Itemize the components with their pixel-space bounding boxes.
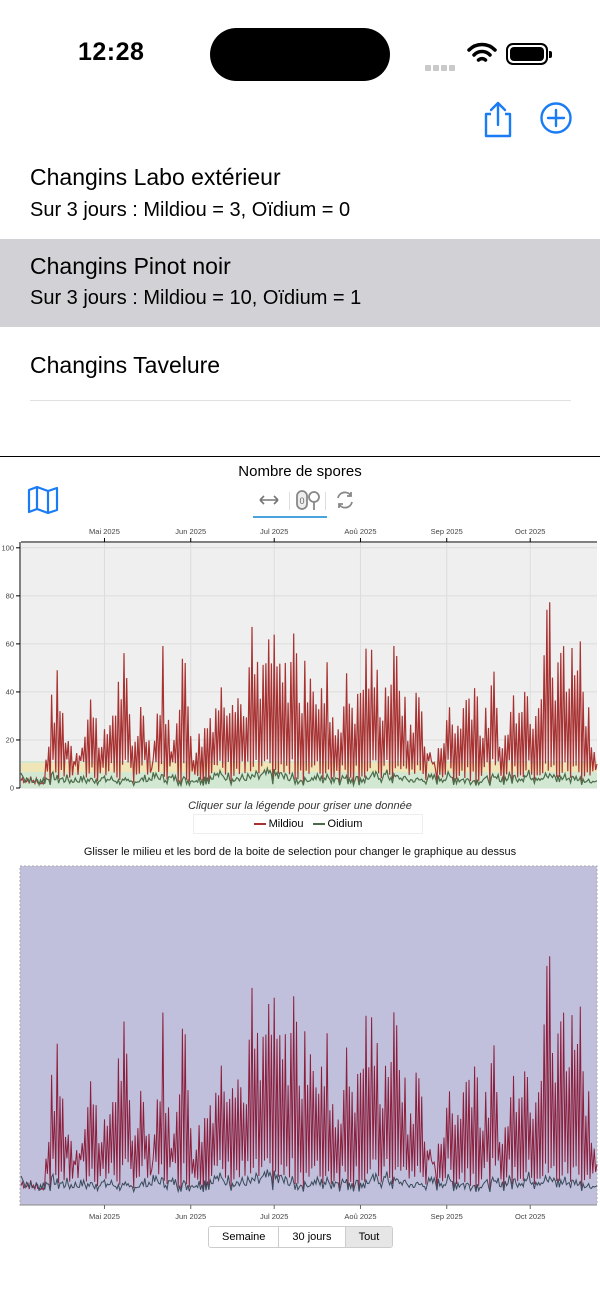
map-icon[interactable] <box>26 484 60 516</box>
wifi-icon <box>467 42 497 62</box>
y-tick-label: 0 <box>10 784 14 793</box>
list-divider <box>30 400 571 401</box>
add-button[interactable] <box>539 101 573 135</box>
navigator-line-mildiou <box>20 956 598 1192</box>
share-button[interactable] <box>481 100 515 138</box>
active-tool-indicator <box>253 516 327 518</box>
station-row-selected[interactable]: Changins Pinot noir Sur 3 jours : Mildio… <box>0 239 600 327</box>
dynamic-island <box>210 28 390 81</box>
y-tick-label: 60 <box>6 639 14 648</box>
chart-legend: Mildiou Oidium <box>193 814 423 834</box>
x-tick-label: Jul 2025 <box>260 527 288 536</box>
x-tick-label: Jun 2025 <box>175 527 206 536</box>
svg-text:0: 0 <box>299 496 304 506</box>
status-time: 12:28 <box>78 38 145 66</box>
navigator-x-tick-label: Jul 2025 <box>260 1212 288 1221</box>
range-button-30-days[interactable]: 30 jours <box>279 1227 346 1247</box>
cellular-signal-icon <box>425 58 457 76</box>
station-name: Changins Pinot noir <box>30 253 231 279</box>
station-summary: Sur 3 jours : Mildiou = 10, Oïdium = 1 <box>30 287 362 309</box>
reset-tool-icon[interactable] <box>334 489 356 511</box>
station-row[interactable]: Changins Tavelure <box>0 327 600 401</box>
legend-item-oidium[interactable]: Oidium <box>312 818 363 830</box>
legend-swatch <box>253 823 266 826</box>
range-button-week[interactable]: Semaine <box>209 1227 280 1247</box>
navigator-chart[interactable]: Mai 2025 Jun 2025 Jul 2025 Aoû 2025 Sep 2025… <box>0 860 600 1225</box>
chart-title: Nombre de spores <box>238 463 362 480</box>
navigator-x-tick-label: Sep 2025 <box>431 1212 463 1221</box>
series-line-mildiou <box>20 602 598 786</box>
series-line-oidium <box>20 765 598 788</box>
navigator-x-tick-label: Jun 2025 <box>175 1212 206 1221</box>
main-chart[interactable]: Mai 2025 Jun 2025 Jul 2025 Aoû 2025 Sep 2025… <box>0 520 600 795</box>
navigator-x-tick-label: Mai 2025 <box>89 1212 120 1221</box>
webview-divider <box>0 456 600 457</box>
range-selector: Semaine 30 jours Tout <box>208 1226 394 1248</box>
navigator-hint: Glisser le milieu et les bord de la boit… <box>83 846 517 858</box>
station-name: Changins Labo extérieur <box>30 164 281 190</box>
legend-label: Mildiou <box>268 818 304 830</box>
y-tick-label: 100 <box>1 543 14 552</box>
x-tick-label: Oct 2025 <box>515 527 545 536</box>
legend-hint: Cliquer sur la légende pour griser une d… <box>188 800 412 812</box>
box-zoom-tool-icon[interactable]: 0 <box>296 489 322 511</box>
navigator-line-oidium <box>20 1169 598 1194</box>
y-tick-label: 20 <box>6 735 14 744</box>
toolbar-divider <box>289 492 290 510</box>
x-tick-label: Aoû 2025 <box>344 527 376 536</box>
station-row[interactable]: Changins Labo extérieur Sur 3 jours : Mi… <box>0 150 600 239</box>
y-tick-label: 80 <box>6 591 14 600</box>
y-tick-label: 40 <box>6 687 14 696</box>
toolbar-divider <box>325 492 326 510</box>
range-button-all[interactable]: Tout <box>345 1227 393 1247</box>
legend-label: Oidium <box>327 818 363 830</box>
pan-tool-icon[interactable] <box>258 489 280 511</box>
x-tick-label: Mai 2025 <box>89 527 120 536</box>
station-summary: Sur 3 jours : Mildiou = 3, Oïdium = 0 <box>30 199 351 221</box>
navigator-x-tick-label: Aoû 2025 <box>344 1212 376 1221</box>
navigator-x-tick-label: Oct 2025 <box>515 1212 545 1221</box>
legend-swatch <box>312 823 325 826</box>
battery-icon <box>506 43 552 65</box>
legend-item-mildiou[interactable]: Mildiou <box>253 818 304 830</box>
station-name: Changins Tavelure <box>30 352 221 378</box>
x-tick-label: Sep 2025 <box>431 527 463 536</box>
